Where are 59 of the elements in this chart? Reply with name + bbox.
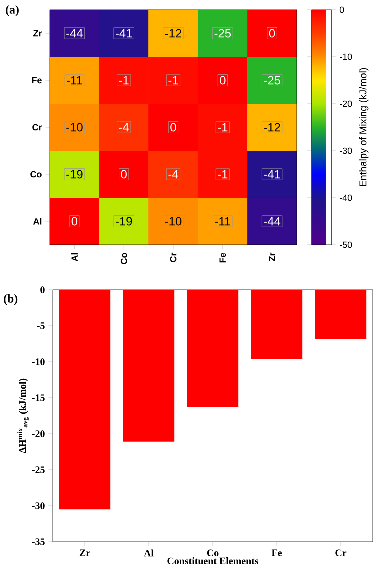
x-axis-title: Constituent Elements — [168, 558, 259, 565]
y-axis-title: ΔH$^{mix}$$_{avg}$ (kJ/mol) — [18, 378, 30, 454]
x-tick-label: Co — [207, 550, 219, 556]
data-label: -1 — [119, 76, 129, 85]
text: (b) — [4, 294, 18, 306]
x-tick-label: Cr — [170, 252, 177, 262]
color-bar-label: -50 — [340, 242, 352, 248]
y-tick-label: 0 — [40, 286, 45, 294]
x-tick-label: Co — [120, 253, 128, 264]
data-label: -1 — [218, 170, 228, 179]
y-tick-label: -25 — [32, 466, 45, 474]
color-bar-label: -40 — [340, 194, 352, 202]
y-tick-label: Al — [33, 218, 42, 225]
data-label: -4 — [119, 123, 130, 132]
x-tick-label: Fe — [272, 550, 282, 556]
data-label: -12 — [165, 29, 182, 38]
color-bar-label: -20 — [340, 100, 352, 108]
data-label: -44 — [66, 29, 83, 38]
data-label: -41 — [116, 29, 132, 38]
y-tick-label: Cr — [32, 124, 42, 131]
data-label: 0 — [220, 76, 226, 85]
data-label: -11 — [215, 217, 231, 226]
y-tick-label: -30 — [32, 502, 45, 510]
data-label: 0 — [72, 217, 78, 226]
data-label: -25 — [264, 76, 280, 85]
data-label: -25 — [214, 29, 232, 38]
data-label: -19 — [66, 170, 83, 179]
color-bar-label: -30 — [340, 148, 352, 154]
data-label: -10 — [66, 123, 83, 132]
y-tick-label: Co — [30, 171, 42, 178]
data-label: 0 — [121, 170, 127, 179]
y-tick-label: Zr — [34, 30, 42, 37]
data-label: 0 — [269, 29, 276, 38]
data-label: -11 — [67, 76, 82, 85]
y-tick-label: -20 — [32, 430, 45, 438]
y-tick-label: -5 — [37, 322, 45, 330]
color-bar-label: 0 — [340, 6, 344, 14]
data-label: -1 — [218, 123, 228, 132]
y-tick-label: Fe — [32, 77, 42, 84]
color-bar-label: -10 — [340, 54, 352, 60]
data-label: -12 — [264, 123, 280, 132]
color-bar-title: Enthalpy of Mixing (kJ/mol) — [359, 68, 369, 186]
x-tick-label: Al — [144, 550, 154, 557]
x-tick-label: Zr — [80, 550, 90, 556]
data-label: -44 — [264, 217, 281, 226]
data-label: -41 — [264, 170, 280, 179]
y-tick-label: -35 — [32, 538, 45, 546]
data-label: -4 — [168, 170, 178, 179]
data-label: -19 — [116, 217, 132, 226]
x-tick-label: Zr — [269, 252, 276, 262]
data-label: 0 — [170, 123, 176, 132]
text: (a) — [6, 6, 19, 16]
data-label: -10 — [165, 217, 182, 226]
y-tick-label: -10 — [32, 358, 45, 366]
x-tick-label: Cr — [336, 550, 347, 556]
data-label: -1 — [168, 76, 178, 85]
x-tick-label: Al — [71, 253, 78, 262]
x-tick-label: Fe — [220, 253, 226, 263]
y-tick-label: -15 — [32, 394, 45, 402]
